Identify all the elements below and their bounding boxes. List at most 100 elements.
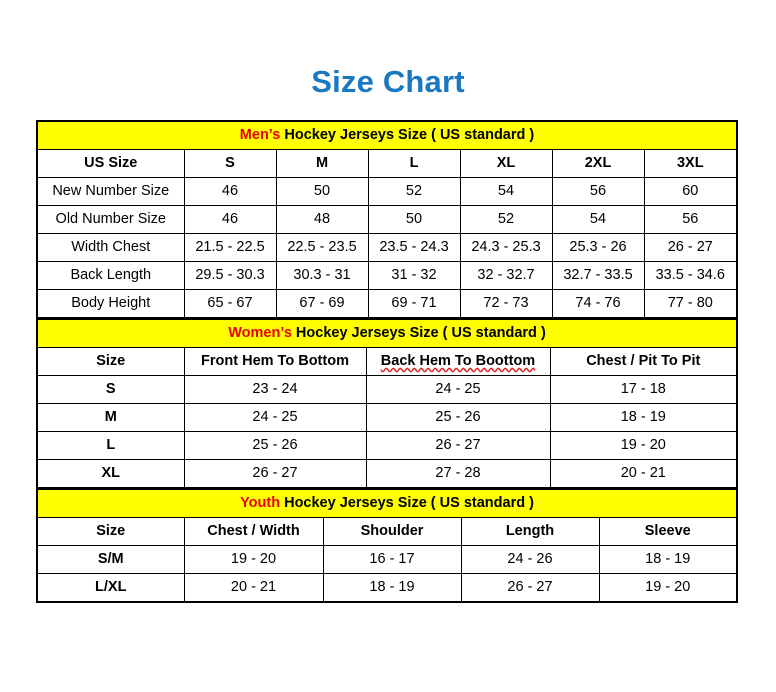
- womens-cell-1-2: 18 - 19: [549, 403, 738, 432]
- mens-cell-2-4: 25.3 - 26: [551, 233, 645, 262]
- womens-cell-0-0: 23 - 24: [183, 375, 367, 404]
- mens-cell-4-5: 77 - 80: [643, 289, 738, 319]
- youth-banner-rest: Hockey Jerseys Size ( US standard ): [280, 495, 534, 511]
- mens-cell-3-2: 31 - 32: [367, 261, 461, 290]
- mens-cell-2-0: 21.5 - 22.5: [183, 233, 277, 262]
- mens-cell-3-0: 29.5 - 30.3: [183, 261, 277, 290]
- table-row: New Number Size 46 50 52 54 56 60: [36, 177, 738, 206]
- womens-row-label-2: L: [36, 431, 185, 460]
- womens-col-header-1: Front Hem To Bottom: [183, 347, 367, 376]
- size-tables-container: Men’s Hockey Jerseys Size ( US standard …: [36, 120, 739, 603]
- youth-cell-1-0: 20 - 21: [183, 573, 324, 603]
- mens-row-label-3: Back Length: [36, 261, 185, 290]
- mens-cell-0-4: 56: [551, 177, 645, 206]
- womens-cell-3-2: 20 - 21: [549, 459, 738, 489]
- mens-cell-4-4: 74 - 76: [551, 289, 645, 319]
- mens-size-table: Men’s Hockey Jerseys Size ( US standard …: [36, 120, 739, 319]
- womens-cell-2-1: 26 - 27: [365, 431, 551, 460]
- womens-col-header-3: Chest / Pit To Pit: [549, 347, 738, 376]
- mens-cell-3-1: 30.3 - 31: [275, 261, 369, 290]
- mens-col-header-3: L: [367, 149, 461, 178]
- youth-cell-1-2: 26 - 27: [460, 573, 600, 603]
- mens-cell-2-3: 24.3 - 25.3: [459, 233, 553, 262]
- mens-row-label-2: Width Chest: [36, 233, 185, 262]
- youth-cell-1-1: 18 - 19: [322, 573, 462, 603]
- mens-cell-1-1: 48: [275, 205, 369, 234]
- youth-cell-0-0: 19 - 20: [183, 545, 324, 574]
- youth-col-header-2: Shoulder: [322, 517, 462, 546]
- mens-cell-2-5: 26 - 27: [643, 233, 738, 262]
- womens-size-table: Women’s Hockey Jerseys Size ( US standar…: [36, 319, 739, 489]
- mens-cell-0-1: 50: [275, 177, 369, 206]
- mens-cell-3-5: 33.5 - 34.6: [643, 261, 738, 290]
- table-row: Old Number Size 46 48 50 52 54 56: [36, 205, 738, 234]
- youth-cell-1-3: 19 - 20: [598, 573, 738, 603]
- womens-cell-1-1: 25 - 26: [365, 403, 551, 432]
- mens-row-label-0: New Number Size: [36, 177, 185, 206]
- womens-col-header-2: Back Hem To Boottom: [365, 347, 551, 376]
- mens-cell-3-3: 32 - 32.7: [459, 261, 553, 290]
- youth-col-header-3: Length: [460, 517, 600, 546]
- mens-col-header-1: S: [183, 149, 277, 178]
- mens-cell-0-0: 46: [183, 177, 277, 206]
- table-row: Back Length 29.5 - 30.3 30.3 - 31 31 - 3…: [36, 261, 738, 290]
- mens-row-label-4: Body Height: [36, 289, 185, 319]
- mens-cell-2-1: 22.5 - 23.5: [275, 233, 369, 262]
- table-row: M 24 - 25 25 - 26 18 - 19: [36, 403, 738, 432]
- mens-cell-0-2: 52: [367, 177, 461, 206]
- mens-cell-1-5: 56: [643, 205, 738, 234]
- mens-cell-1-3: 52: [459, 205, 553, 234]
- youth-row-label-1: L/XL: [36, 573, 185, 603]
- mens-col-header-4: XL: [459, 149, 553, 178]
- youth-col-header-0: Size: [36, 517, 185, 546]
- mens-cell-4-0: 65 - 67: [183, 289, 277, 319]
- mens-col-header-0: US Size: [36, 149, 185, 178]
- mens-col-header-2: M: [275, 149, 369, 178]
- womens-cell-0-1: 24 - 25: [365, 375, 551, 404]
- mens-cell-4-2: 69 - 71: [367, 289, 461, 319]
- mens-cell-1-0: 46: [183, 205, 277, 234]
- womens-cell-3-0: 26 - 27: [183, 459, 367, 489]
- youth-banner-accent: Youth: [240, 495, 281, 511]
- womens-cell-2-2: 19 - 20: [549, 431, 738, 460]
- mens-cell-1-2: 50: [367, 205, 461, 234]
- youth-cell-0-3: 18 - 19: [598, 545, 738, 574]
- table-row: S/M 19 - 20 16 - 17 24 - 26 18 - 19: [36, 545, 738, 574]
- womens-header-row: Size Front Hem To Bottom Back Hem To Boo…: [36, 347, 738, 376]
- mens-header-row: US Size S M L XL 2XL 3XL: [36, 149, 738, 178]
- mens-cell-1-4: 54: [551, 205, 645, 234]
- table-row: Body Height 65 - 67 67 - 69 69 - 71 72 -…: [36, 289, 738, 319]
- youth-col-header-1: Chest / Width: [183, 517, 324, 546]
- youth-banner-row: Youth Hockey Jerseys Size ( US standard …: [36, 489, 738, 518]
- mens-col-header-5: 2XL: [551, 149, 645, 178]
- mens-row-label-1: Old Number Size: [36, 205, 185, 234]
- womens-cell-1-0: 24 - 25: [183, 403, 367, 432]
- youth-header-row: Size Chest / Width Shoulder Length Sleev…: [36, 517, 738, 546]
- womens-banner-rest: Hockey Jerseys Size ( US standard ): [291, 325, 546, 341]
- mens-cell-0-5: 60: [643, 177, 738, 206]
- table-row: L 25 - 26 26 - 27 19 - 20: [36, 431, 738, 460]
- mens-cell-4-1: 67 - 69: [275, 289, 369, 319]
- youth-row-label-0: S/M: [36, 545, 185, 574]
- womens-row-label-0: S: [36, 375, 185, 404]
- mens-cell-3-4: 32.7 - 33.5: [551, 261, 645, 290]
- mens-cell-0-3: 54: [459, 177, 553, 206]
- womens-row-label-1: M: [36, 403, 185, 432]
- youth-section-banner: Youth Hockey Jerseys Size ( US standard …: [36, 489, 738, 518]
- mens-banner-row: Men’s Hockey Jerseys Size ( US standard …: [36, 120, 738, 150]
- youth-col-header-4: Sleeve: [598, 517, 738, 546]
- youth-cell-0-1: 16 - 17: [322, 545, 462, 574]
- womens-col-header-2-text: Back Hem To Boottom: [380, 353, 536, 369]
- womens-cell-2-0: 25 - 26: [183, 431, 367, 460]
- youth-size-table: Youth Hockey Jerseys Size ( US standard …: [36, 489, 739, 603]
- womens-banner-accent: Women’s: [228, 325, 292, 341]
- page-title: Size Chart: [311, 64, 465, 99]
- mens-banner-accent: Men’s: [239, 127, 281, 143]
- womens-cell-0-2: 17 - 18: [549, 375, 738, 404]
- table-row: S 23 - 24 24 - 25 17 - 18: [36, 375, 738, 404]
- mens-section-banner: Men’s Hockey Jerseys Size ( US standard …: [36, 120, 738, 150]
- womens-banner-row: Women’s Hockey Jerseys Size ( US standar…: [36, 319, 738, 348]
- womens-row-label-3: XL: [36, 459, 185, 489]
- mens-cell-2-2: 23.5 - 24.3: [367, 233, 461, 262]
